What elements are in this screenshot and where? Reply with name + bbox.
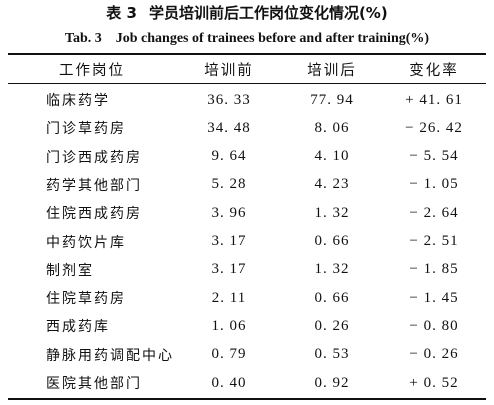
cell-after: 4. 10: [314, 148, 350, 165]
table-row: 临床药学 36. 33 77. 94 + 41. 61: [8, 88, 486, 112]
cell-change: − 0. 80: [409, 317, 459, 334]
cell-after: 1. 32: [314, 204, 350, 221]
table-row: 门诊西成药房 9. 64 4. 10 − 5. 54: [8, 145, 486, 169]
table-header-rule: [8, 83, 486, 84]
cell-position: 住院西成药房: [46, 206, 142, 223]
cell-after: 0. 92: [314, 374, 350, 391]
table-caption-en: Job changes of trainees before and after…: [115, 31, 430, 46]
cell-change: + 41. 61: [405, 91, 463, 108]
table-row: 制剂室 3. 17 1. 32 − 1. 85: [8, 258, 486, 282]
cell-position: 药学其他部门: [46, 177, 142, 194]
cell-before: 9. 64: [211, 148, 247, 165]
cell-change: − 26. 42: [405, 119, 463, 136]
cell-before: 34. 48: [207, 119, 251, 136]
cell-after: 8. 06: [314, 119, 350, 136]
table-header-row: 工作岗位 培训前 培训后 变化率: [8, 58, 486, 80]
cell-position: 门诊西成药房: [46, 149, 142, 166]
table-row: 西成药库 1. 06 0. 26 − 0. 80: [8, 314, 486, 338]
cell-after: 77. 94: [310, 91, 354, 108]
cell-after: 0. 66: [314, 233, 350, 249]
cell-change: − 5. 54: [409, 148, 459, 165]
cell-change: − 1. 05: [409, 176, 459, 193]
cell-before: 0. 79: [211, 346, 247, 363]
cell-position: 医院其他部门: [46, 376, 142, 392]
cell-before: 5. 28: [211, 176, 247, 193]
table-number-en: Tab. 3: [64, 31, 102, 46]
table-caption-cn: 学员培训前后工作岗位变化情况(%): [148, 4, 388, 22]
cell-before: 3. 17: [211, 233, 247, 249]
table-bottom-rule: [8, 398, 486, 400]
cell-after: 1. 32: [314, 261, 350, 278]
table-row: 门诊草药房 34. 48 8. 06 − 26. 42: [8, 116, 486, 140]
cell-position: 临床药学: [46, 93, 110, 109]
table-top-rule: [8, 53, 486, 55]
cell-before: 3. 17: [211, 261, 247, 278]
table-row: 药学其他部门 5. 28 4. 23 − 1. 05: [8, 173, 486, 197]
table-row: 住院西成药房 3. 96 1. 32 − 2. 64: [8, 201, 486, 225]
table-row: 医院其他部门 0. 40 0. 92 + 0. 52: [8, 371, 486, 395]
cell-change: − 1. 85: [409, 261, 459, 278]
cell-change: − 0. 26: [409, 346, 459, 363]
cell-change: + 0. 52: [409, 374, 459, 391]
cell-before: 3. 96: [211, 204, 247, 221]
cell-before: 2. 11: [211, 289, 247, 306]
cell-position: 中药饮片库: [46, 234, 126, 251]
cell-change: − 2. 64: [409, 204, 459, 221]
header-after: 培训后: [307, 62, 357, 79]
header-change: 变化率: [409, 62, 459, 79]
cell-position: 制剂室: [46, 262, 94, 279]
table-number-cn: 表 3: [106, 4, 137, 22]
cell-position: 门诊草药房: [46, 121, 126, 138]
table-row: 静脉用药调配中心 0. 79 0. 53 − 0. 26: [8, 343, 486, 367]
cell-position: 西成药库: [46, 319, 110, 336]
cell-after: 0. 53: [314, 346, 350, 363]
cell-before: 36. 33: [207, 91, 251, 108]
cell-before: 0. 40: [211, 374, 247, 391]
header-before: 培训前: [204, 62, 254, 79]
table-row: 住院草药房 2. 11 0. 66 − 1. 45: [8, 286, 486, 310]
table-title-cn: 表 3 学员培训前后工作岗位变化情况(%): [0, 3, 494, 23]
cell-after: 0. 66: [314, 289, 350, 306]
cell-change: − 1. 45: [409, 289, 459, 306]
cell-after: 4. 23: [314, 176, 350, 193]
header-position: 工作岗位: [59, 62, 125, 79]
table-title-en: Tab. 3 Job changes of trainees before and…: [0, 30, 494, 48]
cell-before: 1. 06: [211, 317, 247, 334]
cell-position: 静脉用药调配中心: [46, 347, 174, 364]
cell-after: 0. 26: [314, 317, 350, 334]
cell-position: 住院草药房: [46, 291, 126, 308]
cell-change: − 2. 51: [409, 233, 459, 249]
table-row: 中药饮片库 3. 17 0. 66 − 2. 51: [8, 230, 486, 254]
